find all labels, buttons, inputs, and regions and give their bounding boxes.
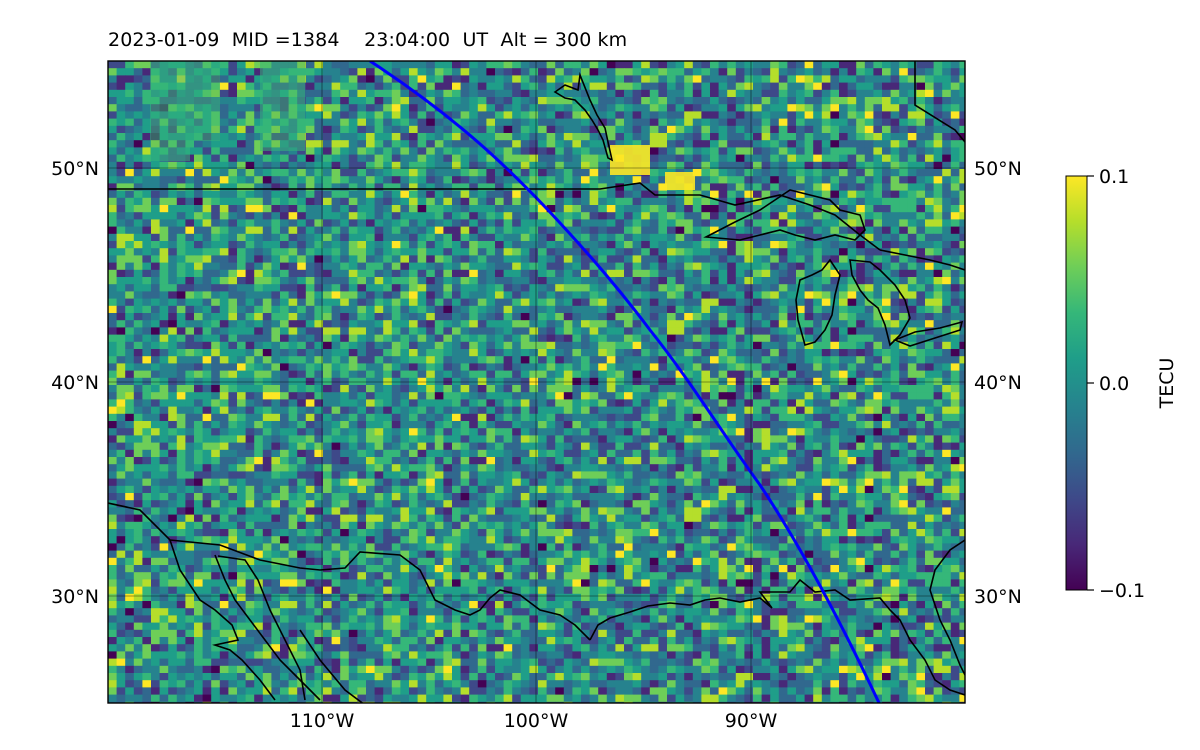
- lat-label-right-0: 50°N: [974, 158, 1022, 180]
- lake-winnipeg: [553, 71, 614, 162]
- colorbar-label: TECU: [1156, 357, 1178, 409]
- coastlines: [108, 61, 965, 703]
- satellite-track: [369, 61, 881, 703]
- lake-michigan: [795, 258, 841, 347]
- colorbar-tick-min: −0.1: [1099, 580, 1145, 602]
- us-mexico-border: [108, 502, 591, 641]
- lake-superior: [703, 189, 866, 241]
- lat-label-left-2: 30°N: [51, 586, 99, 608]
- lake-erie: [892, 320, 964, 347]
- lat-label-right-1: 40°N: [974, 372, 1022, 394]
- colorbar-tick-max: 0.1: [1099, 166, 1129, 188]
- colorbar-gradient: [1065, 175, 1088, 591]
- lat-label-left-0: 50°N: [51, 158, 99, 180]
- lat-label-left-1: 40°N: [51, 372, 99, 394]
- east-coast: [929, 539, 965, 676]
- colorbar: 0.1 0.0 −0.1: [1065, 166, 1145, 602]
- graticule: [108, 61, 965, 703]
- map-title: 2023-01-09 MID =1384 23:04:00 UT Alt = 3…: [108, 29, 628, 51]
- baja-california: [169, 539, 276, 701]
- map-frame: [107, 60, 966, 704]
- us-canada-border: [108, 182, 881, 251]
- ontario-shore: [914, 61, 965, 143]
- colorbar-tick-mid: 0.0: [1099, 373, 1129, 395]
- lon-label-0: 110°W: [290, 710, 355, 732]
- lat-label-right-2: 30°N: [974, 586, 1022, 608]
- gulf-coast: [589, 578, 965, 696]
- lon-label-1: 100°W: [504, 710, 569, 732]
- lon-label-2: 90°W: [725, 710, 778, 732]
- tec-raster: [108, 61, 965, 703]
